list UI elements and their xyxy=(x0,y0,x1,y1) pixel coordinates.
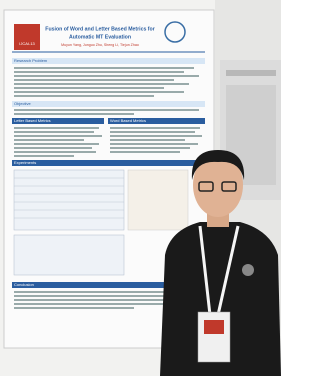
results-table xyxy=(14,170,124,230)
badge-logo xyxy=(204,320,224,334)
shirt-emblem xyxy=(242,264,254,276)
results-chart xyxy=(128,170,188,230)
photo: IJCAI-13 Fusion of Word and Letter Based… xyxy=(0,0,281,376)
section-title: Word Based Metrics xyxy=(110,118,146,123)
logo xyxy=(14,24,40,50)
section-title: Conclusion xyxy=(14,282,34,287)
badge xyxy=(198,312,230,362)
poster-title: Automatic MT Evaluation xyxy=(69,34,131,40)
section-title: Research Problem xyxy=(14,58,48,63)
section-header xyxy=(12,101,205,107)
section-title: Experiments xyxy=(14,160,36,165)
section-title: Objective xyxy=(14,101,31,106)
results-table xyxy=(14,235,124,275)
poster-title: Fusion of Word and Letter Based Metrics … xyxy=(45,26,154,32)
poster-authors: Muyun Yang, Junguo Zhu, Sheng Li, Tiejun… xyxy=(61,43,139,47)
section-header xyxy=(12,160,205,166)
section-title: Letter Based Metrics xyxy=(14,118,51,123)
logo-text: IJCAI-13 xyxy=(19,41,35,46)
next-poster-title xyxy=(226,70,276,76)
